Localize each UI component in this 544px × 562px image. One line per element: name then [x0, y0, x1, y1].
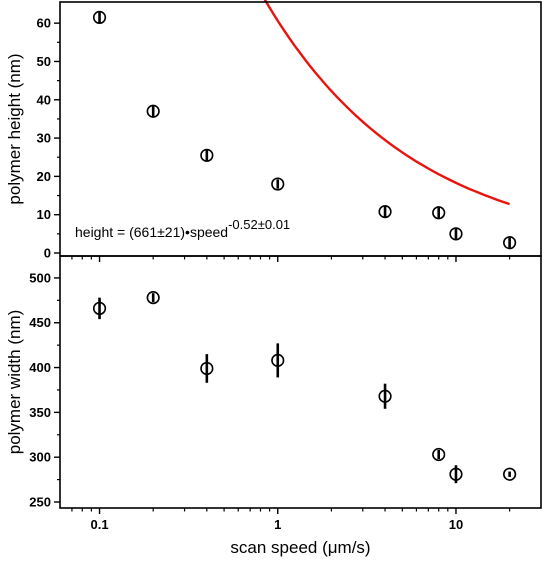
fit-equation: height = (661±21)•speed-0.52±0.01 [75, 217, 290, 240]
top-ytick-label: 10 [37, 207, 51, 222]
bottom-panel-frame [59, 255, 542, 509]
fit-curve [263, 0, 510, 206]
bottom-panel: 250 300 350 400 450 500 polymer width (nm) 0.1 1… [5, 255, 542, 557]
top-ytick-label: 50 [37, 54, 51, 69]
top-ytick-label: 20 [37, 169, 51, 184]
bottom-ytick-label: 300 [29, 450, 51, 465]
top-ytick-label: 60 [37, 16, 51, 31]
top-ytick-label: 30 [37, 131, 51, 146]
height-point [200, 148, 214, 162]
height-point [449, 227, 463, 241]
width-point [432, 447, 446, 462]
bottom-ytick-label: 500 [29, 270, 51, 285]
bottom-ytick-label: 450 [29, 315, 51, 330]
width-point [146, 291, 160, 305]
bottom-ytick-label: 250 [29, 495, 51, 510]
bottom-xtick-label: 10 [449, 517, 463, 532]
top-panel: 0 10 20 30 40 50 60 polymer height (nm) height =… [5, 0, 542, 262]
top-ylabel: polymer height (nm) [5, 53, 24, 204]
x-axis-title: scan speed (μm/s) [230, 538, 370, 557]
top-ytick-label: 40 [37, 92, 51, 107]
height-point [271, 177, 285, 191]
width-point [503, 467, 517, 481]
bottom-ylabel: polymer width (nm) [5, 310, 24, 455]
height-point [146, 104, 160, 118]
width-point [92, 301, 107, 316]
top-ytick-label: 0 [44, 246, 51, 261]
bottom-ytick-label: 350 [29, 405, 51, 420]
bottom-xtick-label: 0.1 [90, 517, 108, 532]
width-point [449, 467, 463, 481]
height-point [378, 205, 392, 219]
height-point [503, 236, 517, 250]
fit-equation-exponent: -0.52±0.01 [228, 217, 290, 232]
width-point [271, 353, 285, 367]
height-point [432, 206, 446, 220]
width-point [200, 361, 214, 376]
top-panel-frame [59, 1, 542, 257]
width-point [378, 389, 392, 403]
height-point [92, 10, 107, 25]
bottom-ytick-label: 400 [29, 360, 51, 375]
bottom-xtick-label: 1 [274, 517, 281, 532]
fit-equation-base: height = (661±21)•speed [75, 224, 228, 240]
